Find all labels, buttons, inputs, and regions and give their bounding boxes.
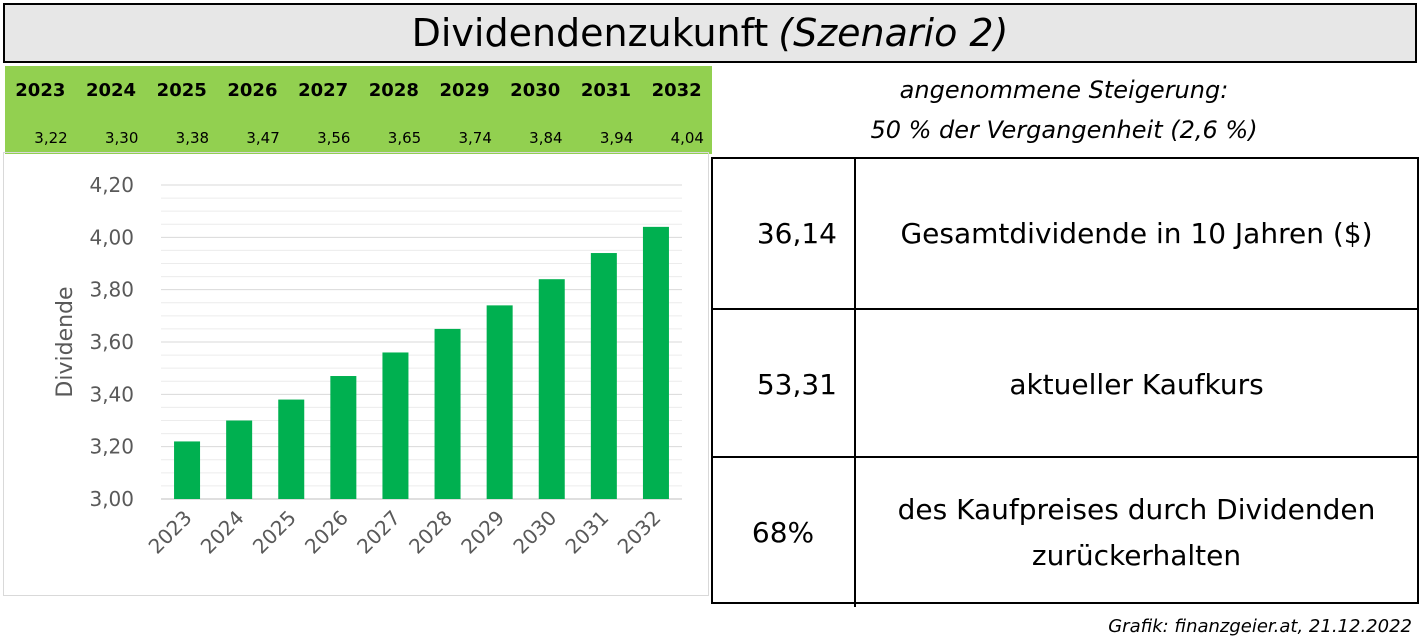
title-main: Dividendenzukunft [411, 11, 769, 55]
year-dividend-value: 3,84 [529, 129, 563, 147]
year-label: 2029 [439, 80, 490, 101]
stats-value: 53,31 [756, 368, 837, 401]
chart-bar [486, 305, 513, 499]
x-tick-label: 2026 [300, 506, 353, 559]
stats-row-total-dividend: 36,14 Gesamtdividende in 10 Jahren ($) [713, 159, 1417, 308]
y-tick-label: 3,60 [89, 330, 134, 354]
stats-label: aktueller Kaufkurs [854, 310, 1417, 459]
year-column: 2030 3,84 [500, 66, 571, 154]
year-label: 2026 [227, 80, 278, 101]
year-column: 2031 3,94 [571, 66, 642, 154]
stats-label: Gesamtdividende in 10 Jahren ($) [854, 159, 1417, 308]
x-tick-label: 2025 [248, 506, 301, 559]
stats-row-payback-percent: 68% des Kaufpreises durch Dividenden zur… [713, 456, 1417, 607]
year-column: 2024 3,30 [76, 66, 147, 154]
y-tick-label: 3,40 [89, 382, 134, 406]
year-dividend-value: 3,30 [104, 129, 139, 147]
year-dividend-value: 3,65 [387, 129, 422, 147]
year-label: 2023 [15, 80, 66, 101]
year-column: 2026 3,47 [217, 66, 288, 154]
x-tick-label: 2030 [508, 506, 561, 559]
y-tick-label: 3,20 [89, 435, 134, 459]
chart-bar [642, 226, 669, 499]
year-column: 2029 3,74 [429, 66, 500, 154]
year-label: 2031 [580, 80, 631, 101]
year-column: 2032 4,04 [641, 66, 712, 154]
year-dividend-value: 3,94 [599, 129, 634, 147]
chart-bar [538, 279, 565, 499]
y-axis-label: Dividende [53, 286, 78, 397]
chart-bar [278, 399, 305, 499]
stats-value: 68% [751, 516, 815, 549]
y-tick-label: 3,00 [89, 487, 134, 511]
year-dividend-value: 3,56 [317, 129, 351, 147]
chart-bar [590, 253, 617, 499]
x-tick-label: 2032 [613, 506, 666, 559]
year-value-strip: 2023 3,22 2024 3,30 2025 3,38 2026 3,47 2027 3,56… [5, 66, 712, 154]
chart-bar [226, 420, 253, 499]
x-tick-label: 2023 [144, 506, 197, 559]
stats-row-purchase-price: 53,31 aktueller Kaufkurs [713, 308, 1417, 459]
year-dividend-value: 3,74 [458, 129, 492, 147]
year-label: 2032 [651, 80, 702, 101]
stats-table: 36,14 Gesamtdividende in 10 Jahren ($) 5… [711, 157, 1419, 607]
y-tick-label: 4,00 [89, 225, 134, 249]
title-scenario: (Szenario 2) [778, 11, 1009, 55]
year-dividend-value: 3,38 [175, 129, 210, 147]
chart-bar [434, 328, 461, 499]
x-tick-label: 2028 [404, 506, 457, 559]
year-dividend-value: 3,22 [34, 129, 68, 147]
year-dividend-value: 4,04 [670, 129, 704, 147]
year-label: 2028 [368, 80, 419, 101]
y-tick-label: 3,80 [89, 278, 134, 302]
year-column: 2028 3,65 [359, 66, 430, 154]
chart-bar [330, 376, 357, 499]
dividend-bar-chart: 3,00 3,20 3,40 3,60 3,80 4,00 4,20 Dividende 202… [3, 152, 709, 596]
assumption-line-1: angenommene Steigerung: [899, 76, 1229, 104]
year-label: 2027 [298, 80, 349, 101]
y-tick-label: 4,20 [89, 173, 134, 197]
x-tick-label: 2027 [352, 506, 405, 559]
year-column: 2023 3,22 [5, 66, 76, 154]
year-label: 2024 [85, 80, 137, 101]
assumption-line-2: 50 % der Vergangenheit (2,6 %) [870, 116, 1258, 144]
chart-bar [382, 352, 409, 499]
page-title: Dividendenzukunft (Szenario 2) [3, 3, 1417, 63]
x-tick-label: 2024 [196, 506, 249, 559]
year-column: 2025 3,38 [146, 66, 217, 154]
chart-svg: 3,00 3,20 3,40 3,60 3,80 4,00 4,20 Dividende 202… [53, 173, 682, 559]
x-tick-label: 2031 [560, 506, 613, 559]
year-column: 2027 3,56 [288, 66, 359, 154]
assumption-note: angenommene Steigerung: 50 % der Vergang… [712, 70, 1416, 150]
year-label: 2025 [156, 80, 207, 101]
x-tick-label: 2029 [456, 506, 509, 559]
credit-line: Grafik: finanzgeier.at, 21.12.2022 [1108, 616, 1412, 637]
year-label: 2030 [510, 80, 561, 101]
chart-bar [174, 441, 201, 499]
year-dividend-value: 3,47 [246, 129, 280, 147]
stats-value: 36,14 [756, 217, 837, 250]
stats-label: des Kaufpreises durch Dividenden zurücke… [854, 458, 1417, 607]
